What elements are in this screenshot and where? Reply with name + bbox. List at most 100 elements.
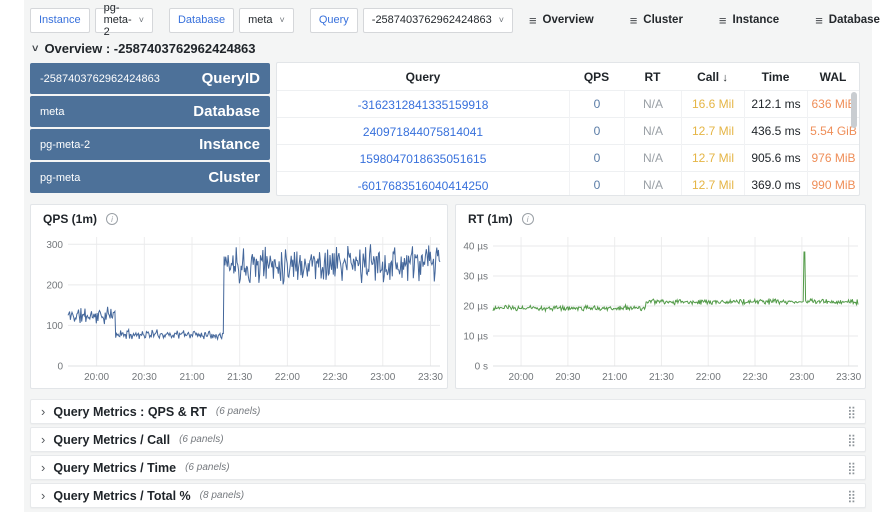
instance-select-value: pg-meta-2 bbox=[104, 2, 132, 38]
database-select[interactable]: meta ˅ bbox=[239, 8, 294, 33]
database-filter-label: Database bbox=[169, 8, 234, 33]
call-cell: 12.7 Mil bbox=[681, 172, 744, 196]
wal-cell: 990 MiB bbox=[807, 172, 859, 196]
query-filter-label: Query bbox=[310, 8, 358, 33]
svg-text:21:30: 21:30 bbox=[227, 372, 252, 383]
filter-toolbar: Instance pg-meta-2 ˅ Database meta ˅ Que… bbox=[30, 7, 866, 33]
section-row-time[interactable]: › Query Metrics / Time (6 panels) ⣿ bbox=[30, 455, 866, 480]
call-cell: 12.7 Mil bbox=[681, 145, 744, 172]
query-id-link[interactable]: 240971844075814041 bbox=[277, 125, 569, 139]
caret-down-icon: ˅ bbox=[499, 15, 504, 25]
qps-cell: 0 bbox=[569, 145, 624, 172]
table-scrollbar[interactable] bbox=[851, 92, 857, 128]
svg-text:22:30: 22:30 bbox=[743, 372, 768, 383]
qps-cell: 0 bbox=[569, 118, 624, 145]
rt-panel-title-text: RT (1m) bbox=[468, 212, 513, 226]
nav-link-cluster[interactable]: ≡ Cluster bbox=[630, 13, 683, 28]
svg-text:22:30: 22:30 bbox=[323, 372, 348, 383]
rt-cell: N/A bbox=[624, 145, 681, 172]
database-select-value: meta bbox=[248, 14, 272, 26]
wal-cell: 976 MiB bbox=[807, 145, 859, 172]
rt-chart[interactable]: 20:0020:3021:0021:3022:0022:3023:0023:30… bbox=[457, 231, 866, 386]
section-row-total-pct[interactable]: › Query Metrics / Total % (8 panels) ⣿ bbox=[30, 483, 866, 508]
stat-label: Instance bbox=[199, 136, 260, 153]
qps-chart[interactable]: 20:0020:3021:0021:3022:0022:3023:0023:30… bbox=[32, 231, 448, 386]
dashboard-canvas: Instance pg-meta-2 ˅ Database meta ˅ Que… bbox=[24, 0, 872, 512]
qps-cell: 0 bbox=[569, 172, 624, 196]
stat-cards: -2587403762962424863 QueryID meta Databa… bbox=[30, 63, 270, 195]
time-cell: 905.6 ms bbox=[744, 145, 807, 172]
col-header-call[interactable]: Call ↓ bbox=[681, 70, 744, 84]
svg-text:0: 0 bbox=[57, 362, 63, 373]
table-row: -6017683516040414250 0 N/A 12.7 Mil 369.… bbox=[277, 171, 859, 196]
filter-database: Database meta ˅ bbox=[169, 8, 294, 33]
stat-card-queryid: -2587403762962424863 QueryID bbox=[30, 63, 270, 94]
svg-text:300: 300 bbox=[46, 240, 63, 251]
nav-link-overview[interactable]: ≡ Overview bbox=[529, 13, 594, 28]
svg-text:21:00: 21:00 bbox=[179, 372, 204, 383]
svg-text:100: 100 bbox=[46, 321, 63, 332]
filter-query: Query -2587403762962424863 ˅ bbox=[310, 8, 513, 33]
instance-select[interactable]: pg-meta-2 ˅ bbox=[95, 8, 153, 33]
overview-section-title: Overview : -2587403762962424863 bbox=[44, 41, 255, 56]
overview-section-toggle[interactable]: ˅ Overview : -2587403762962424863 bbox=[32, 41, 256, 56]
info-icon[interactable]: i bbox=[106, 213, 118, 225]
section-row-panel-count: (8 panels) bbox=[200, 490, 244, 501]
drag-handle-icon[interactable]: ⣿ bbox=[847, 462, 856, 474]
stat-value: -2587403762962424863 bbox=[40, 73, 160, 85]
col-header-call-label: Call bbox=[697, 70, 719, 84]
query-id-link[interactable]: -6017683516040414250 bbox=[277, 179, 569, 193]
section-row-panel-count: (6 panels) bbox=[179, 434, 223, 445]
nav-link-label: Overview bbox=[543, 14, 594, 26]
section-row-title: Query Metrics / Total % bbox=[53, 489, 190, 503]
stat-card-cluster: pg-meta Cluster bbox=[30, 162, 270, 193]
qps-panel-title: QPS (1m) i bbox=[43, 212, 118, 226]
svg-text:22:00: 22:00 bbox=[275, 372, 300, 383]
stat-card-database: meta Database bbox=[30, 96, 270, 127]
col-header-wal[interactable]: WAL bbox=[807, 70, 859, 84]
col-header-time[interactable]: Time bbox=[744, 70, 807, 84]
table-row: -3162312841335159918 0 N/A 16.6 Mil 212.… bbox=[277, 90, 859, 117]
section-row-title: Query Metrics / Time bbox=[53, 461, 176, 475]
section-row-title: Query Metrics : QPS & RT bbox=[53, 405, 207, 419]
qps-chart-panel: QPS (1m) i 20:0020:3021:0021:3022:0022:3… bbox=[30, 204, 448, 389]
svg-text:23:30: 23:30 bbox=[418, 372, 443, 383]
col-header-qps[interactable]: QPS bbox=[569, 70, 624, 84]
drag-handle-icon[interactable]: ⣿ bbox=[847, 406, 856, 418]
drag-handle-icon[interactable]: ⣿ bbox=[847, 490, 856, 502]
drag-handle-icon[interactable]: ⣿ bbox=[847, 434, 856, 446]
query-select[interactable]: -2587403762962424863 ˅ bbox=[363, 8, 513, 33]
stat-value: meta bbox=[40, 106, 64, 118]
nav-link-label: Database bbox=[829, 14, 880, 26]
stat-card-instance: pg-meta-2 Instance bbox=[30, 129, 270, 160]
menu-icon: ≡ bbox=[815, 13, 823, 28]
info-icon[interactable]: i bbox=[522, 213, 534, 225]
svg-text:21:30: 21:30 bbox=[649, 372, 674, 383]
call-cell: 16.6 Mil bbox=[681, 91, 744, 118]
section-row-call[interactable]: › Query Metrics / Call (6 panels) ⣿ bbox=[30, 427, 866, 452]
chevron-right-icon: › bbox=[41, 488, 45, 503]
qps-cell: 0 bbox=[569, 91, 624, 118]
nav-link-label: Instance bbox=[733, 14, 780, 26]
svg-text:23:30: 23:30 bbox=[836, 372, 861, 383]
rt-cell: N/A bbox=[624, 172, 681, 196]
nav-link-instance[interactable]: ≡ Instance bbox=[719, 13, 779, 28]
query-id-link[interactable]: 1598047018635051615 bbox=[277, 152, 569, 166]
call-cell: 12.7 Mil bbox=[681, 118, 744, 145]
collapsed-sections: › Query Metrics : QPS & RT (6 panels) ⣿ … bbox=[30, 399, 866, 511]
col-header-rt[interactable]: RT bbox=[624, 70, 681, 84]
col-header-query[interactable]: Query bbox=[277, 70, 569, 84]
nav-link-database[interactable]: ≡ Database bbox=[815, 13, 880, 28]
svg-text:20:30: 20:30 bbox=[555, 372, 580, 383]
svg-text:22:00: 22:00 bbox=[696, 372, 721, 383]
dashboard-nav: ≡ Overview ≡ Cluster ≡ Instance ≡ Databa… bbox=[529, 13, 880, 28]
qps-panel-title-text: QPS (1m) bbox=[43, 212, 97, 226]
section-row-title: Query Metrics / Call bbox=[53, 433, 170, 447]
query-id-link[interactable]: -3162312841335159918 bbox=[277, 98, 569, 112]
section-row-qps-rt[interactable]: › Query Metrics : QPS & RT (6 panels) ⣿ bbox=[30, 399, 866, 424]
menu-icon: ≡ bbox=[719, 13, 727, 28]
rt-panel-title: RT (1m) i bbox=[468, 212, 534, 226]
table-header-row: Query QPS RT Call ↓ Time WAL bbox=[277, 63, 859, 90]
nav-link-label: Cluster bbox=[643, 14, 683, 26]
chevron-right-icon: › bbox=[41, 460, 45, 475]
